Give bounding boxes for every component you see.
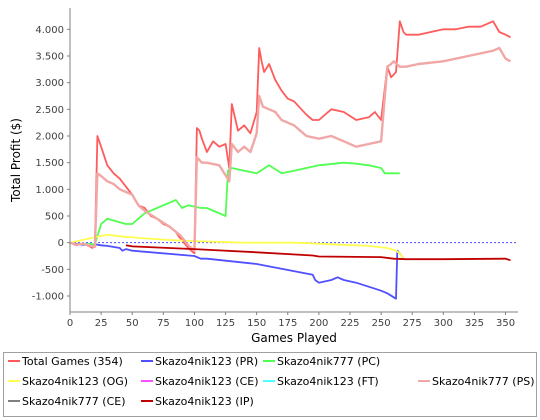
y-tick-label: 2.000	[35, 132, 64, 143]
x-tick-label: 125	[216, 318, 235, 329]
y-axis-label: Total Profit ($)	[9, 118, 23, 203]
x-tick-label: 150	[247, 318, 266, 329]
legend-item: Skazo4nik123 (OG)	[22, 375, 128, 388]
series-line-2	[69, 161, 400, 246]
series-line-1	[69, 241, 405, 300]
x-tick-label: 100	[185, 318, 204, 329]
y-tick-label: 3.500	[35, 52, 64, 63]
series-line-3	[69, 233, 405, 260]
x-tick-label: 175	[278, 318, 297, 329]
y-tick-label: 1.500	[35, 158, 64, 169]
x-tick-label: 275	[403, 318, 422, 329]
series-line-6	[69, 46, 512, 252]
x-tick-label: 75	[157, 318, 170, 329]
series-line-8	[125, 244, 511, 262]
y-tick-label: -500	[41, 265, 64, 276]
x-tick-label: 325	[465, 318, 484, 329]
legend-item: Skazo4nik777 (PS)	[432, 375, 535, 388]
y-tick-label: 1.000	[35, 185, 64, 196]
plot-area	[70, 8, 518, 312]
y-tick-label: -1.000	[32, 292, 64, 303]
x-tick-label: 225	[340, 318, 359, 329]
legend-item: Skazo4nik123 (CE)	[155, 375, 259, 388]
y-tick-label: 3.000	[35, 78, 64, 89]
series-line-0	[69, 20, 511, 255]
x-tick-label: 0	[67, 318, 73, 329]
x-tick-label: 300	[434, 318, 453, 329]
legend-item: Skazo4nik777 (PC)	[277, 355, 380, 368]
x-tick-label: 350	[496, 318, 515, 329]
y-tick-label: 500	[45, 212, 64, 223]
legend-item: Skazo4nik123 (PR)	[155, 355, 258, 368]
x-tick-label: 50	[126, 318, 139, 329]
y-tick-label: 4.000	[35, 25, 64, 36]
legend-item: Skazo4nik123 (FT)	[277, 375, 379, 388]
legend-item: Skazo4nik123 (IP)	[155, 395, 254, 408]
x-axis-label: Games Played	[251, 331, 337, 345]
legend-item: Total Games (354)	[21, 355, 123, 368]
y-tick-label: 2.500	[35, 105, 64, 116]
legend-box	[3, 352, 537, 417]
x-tick-label: 250	[372, 318, 391, 329]
x-tick-label: 25	[95, 318, 108, 329]
y-tick-label: 0	[58, 238, 64, 249]
x-tick-label: 200	[309, 318, 328, 329]
legend-item: Skazo4nik777 (CE)	[22, 395, 126, 408]
